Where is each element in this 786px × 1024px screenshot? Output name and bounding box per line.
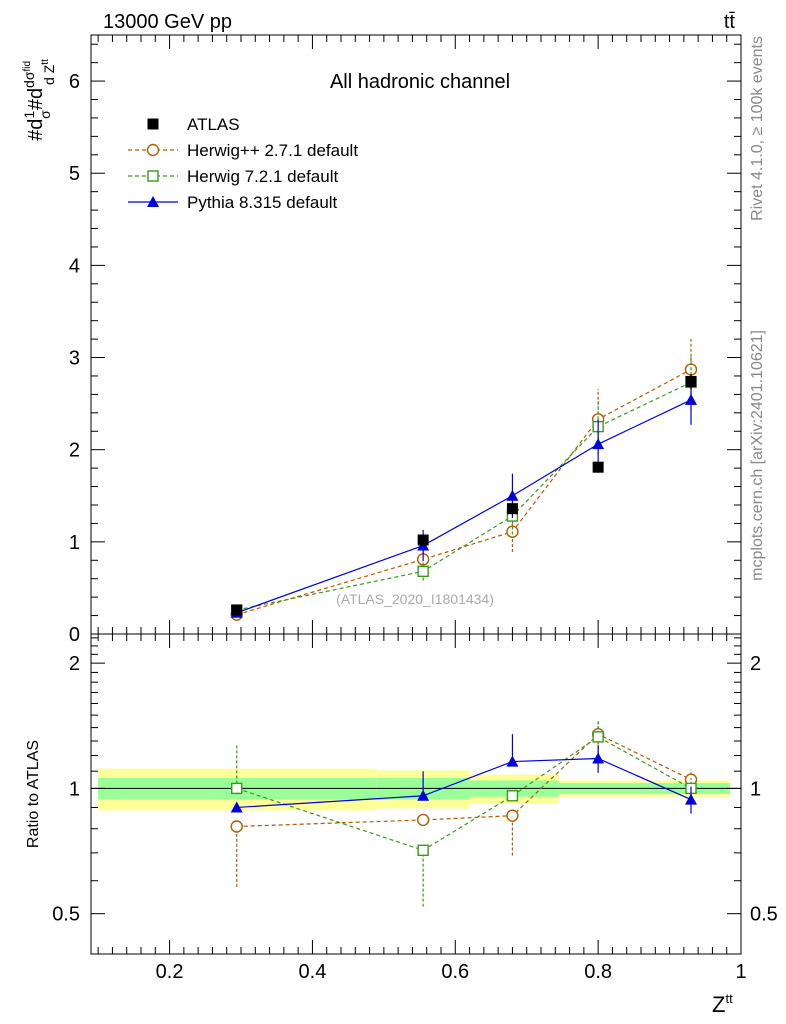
ratio-point-herwig-7-2-1-default: [231, 782, 243, 795]
legend: ATLAS Herwig++ 2.7.1 default Herwig 7.2.1 …: [128, 115, 358, 212]
ratio-point-herwig-2-7-1-default: [416, 813, 430, 827]
x-tick-label: 0.6: [441, 961, 469, 983]
legend-marker-atlas: [147, 118, 159, 130]
y-tick-label-main: 3: [69, 348, 80, 370]
x-tick-label: 0.8: [584, 961, 612, 983]
y-tick-label-main: 0: [69, 624, 80, 646]
y-tick-label-ratio-right: 0.5: [750, 904, 778, 926]
ratio-point-herwig-7-2-1-default: [592, 731, 604, 743]
ratio-point-pythia-8-315-default: [592, 752, 605, 764]
ratio-point-pythia-8-315-default: [230, 801, 243, 813]
ratio-point-pythia-8-315-default: [417, 789, 430, 801]
main-line-pythia-8-315-default: [236, 399, 692, 614]
ratio-point-pythia-8-315-default: [506, 755, 519, 767]
y-tick-label-main: 5: [69, 163, 80, 185]
ratio-frame: [90, 633, 742, 955]
energy-label: 13000 GeV pp: [103, 11, 232, 33]
legend-label-herwig-7-2-1-default: Herwig 7.2.1 default: [187, 167, 338, 186]
main-y-axis-label: #d1σ#ddσfid d Ztt: [21, 59, 57, 141]
ratio-uncertainty-bands: [91, 768, 741, 811]
plot-title: All hadronic channel: [330, 71, 510, 93]
main-line-herwig-2-7-1-default: [236, 368, 692, 616]
y-tick-label-main: 2: [69, 440, 80, 462]
y-tick-label-ratio-left: 0.5: [52, 904, 80, 926]
main-point-atlas: [231, 604, 243, 616]
legend-label-pythia-8-315-default: Pythia 8.315 default: [187, 193, 338, 212]
y-tick-label-main: 4: [69, 255, 80, 277]
main-point-pythia-8-315-default: [506, 489, 519, 501]
x-tick-label: 0.4: [299, 961, 327, 983]
main-point-atlas: [417, 534, 429, 546]
legend-marker-pythia-8-315-default: [147, 196, 159, 207]
ratio-point-pythia-8-315-default: [685, 793, 697, 805]
legend-label-herwig-2-7-1-default: Herwig++ 2.7.1 default: [187, 141, 358, 160]
x-tick-label: 1: [735, 961, 746, 983]
watermark: (ATLAS_2020_I1801434): [336, 591, 494, 607]
main-y-label-text: #d1σ#ddσfid d Ztt: [21, 59, 57, 141]
main-line-herwig-7-2-1-default: [236, 381, 692, 611]
main-point-atlas: [506, 503, 518, 515]
ratio-point-herwig-2-7-1-default: [506, 809, 519, 822]
main-point-atlas: [592, 461, 604, 473]
main-point-pythia-8-315-default: [685, 393, 697, 405]
main-point-herwig-7-2-1-default: [417, 565, 429, 578]
y-tick-label-ratio-right: 1: [750, 778, 761, 800]
mcplots-label: mcplots.cern.ch [arXiv:2401.10621]: [749, 330, 766, 581]
y-tick-label-main: 6: [69, 71, 80, 93]
ratio-point-herwig-2-7-1-default: [230, 820, 243, 833]
y-tick-label-ratio-left: 2: [69, 653, 80, 675]
x-tick-label: 0.2: [156, 961, 184, 983]
ratio-point-herwig-7-2-1-default: [417, 844, 429, 857]
legend-marker-herwig-7-2-1-default: [147, 170, 159, 182]
ratio-y-axis-label: Ratio to ATLAS: [25, 740, 42, 848]
rivet-label: Rivet 4.1.0, ≥ 100k events: [749, 36, 766, 221]
x-axis-label: Ztt: [712, 991, 733, 1017]
legend-label-atlas: ATLAS: [187, 115, 240, 134]
axis-ticks: 0.2 0.4 0.6 0.8 1 0 1 2 3 4 5 6 0.5 0.5 1 1 2 2: [52, 35, 778, 983]
y-tick-label-main: 1: [69, 532, 80, 554]
y-tick-label-ratio-left: 1: [69, 778, 80, 800]
main-series: [230, 337, 698, 621]
legend-marker-herwig-2-7-1-default: [146, 143, 160, 157]
ratio-series: [230, 720, 698, 907]
process-label: tt̄: [724, 11, 736, 33]
ratio-point-herwig-7-2-1-default: [506, 790, 519, 802]
y-tick-label-ratio-right: 2: [750, 653, 761, 675]
main-point-atlas: [685, 375, 697, 387]
main-point-pythia-8-315-default: [592, 438, 605, 450]
